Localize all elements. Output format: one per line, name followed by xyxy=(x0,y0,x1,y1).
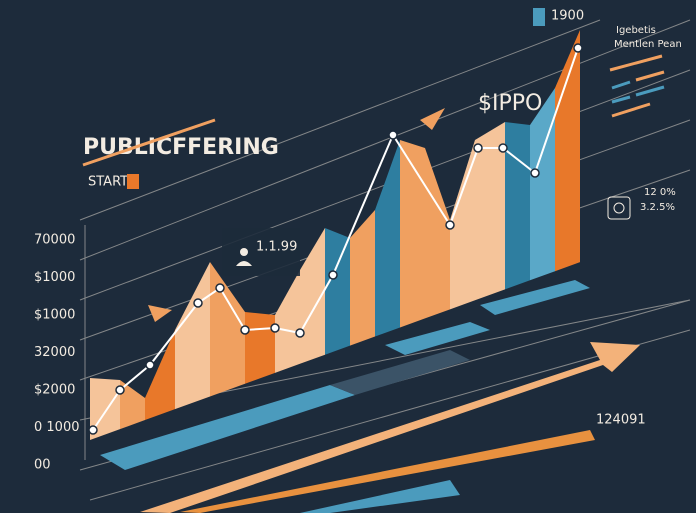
line-point xyxy=(388,130,398,140)
axis-labels: 70000 $1000 $1000 32000 $2000 0 1000 00 xyxy=(34,233,80,473)
callout: 1.1.99 xyxy=(256,240,297,255)
bar-segment xyxy=(210,262,245,397)
bar-segment xyxy=(325,228,350,355)
legend-swatches xyxy=(609,54,665,118)
arrow-head xyxy=(148,305,172,322)
axis-label: 70000 xyxy=(34,233,75,248)
line-point xyxy=(215,283,225,293)
bar-segment xyxy=(175,262,210,410)
line-point xyxy=(328,270,338,280)
bar-segment xyxy=(450,140,475,310)
line-point xyxy=(270,323,280,333)
axis-label: 32000 xyxy=(34,345,75,360)
bar-segment xyxy=(120,380,145,430)
stat-icon xyxy=(613,202,625,214)
person-icon xyxy=(240,248,248,256)
bar-segment xyxy=(350,210,375,346)
axis-label: 0 1000 xyxy=(34,420,80,435)
stat-icon xyxy=(607,196,631,220)
line-point xyxy=(573,43,583,53)
line-point xyxy=(295,328,305,338)
callout-box xyxy=(222,228,300,276)
badge: 1900 xyxy=(551,9,584,24)
line-point xyxy=(240,325,250,335)
bar-segment xyxy=(555,30,580,272)
line-point xyxy=(445,220,455,230)
line-point xyxy=(115,385,125,395)
bar-segment xyxy=(425,148,450,319)
axis-label: 00 xyxy=(34,458,51,473)
trend-line xyxy=(88,43,583,435)
highlight: $IPPO xyxy=(478,91,542,116)
line-point xyxy=(530,168,540,178)
bar-segment xyxy=(375,140,400,337)
bar-segment xyxy=(300,228,325,364)
bar-segment xyxy=(505,122,530,290)
bar-segment xyxy=(275,270,300,373)
axis-label: $1000 xyxy=(34,270,75,285)
axis-label: $2000 xyxy=(34,383,75,398)
floor-bands xyxy=(100,280,640,513)
axis-label: $1000 xyxy=(34,308,75,323)
bar-segment xyxy=(400,140,425,328)
line-point xyxy=(145,360,155,370)
person-icon xyxy=(236,261,252,266)
stat: 3.2.5% xyxy=(640,202,675,213)
bar-segment xyxy=(475,122,505,301)
stat: 12 0% xyxy=(644,187,676,198)
line-point xyxy=(193,298,203,308)
line-point xyxy=(473,143,483,153)
badge-swatch xyxy=(533,8,545,26)
title: PUBLICFFERING xyxy=(83,135,279,160)
title-underline xyxy=(82,118,216,167)
legend-line: Mentlen Pean xyxy=(614,39,682,50)
bar-segment xyxy=(245,312,275,384)
footer-number: 124091 xyxy=(596,413,646,428)
start-swatch xyxy=(127,174,139,189)
bar-segment xyxy=(145,330,175,421)
line-point xyxy=(498,143,508,153)
bars xyxy=(90,30,580,440)
start-label: START xyxy=(88,175,128,190)
line-point xyxy=(88,425,98,435)
arrow-head xyxy=(420,108,445,130)
legend-line: Igebetis xyxy=(616,25,656,36)
